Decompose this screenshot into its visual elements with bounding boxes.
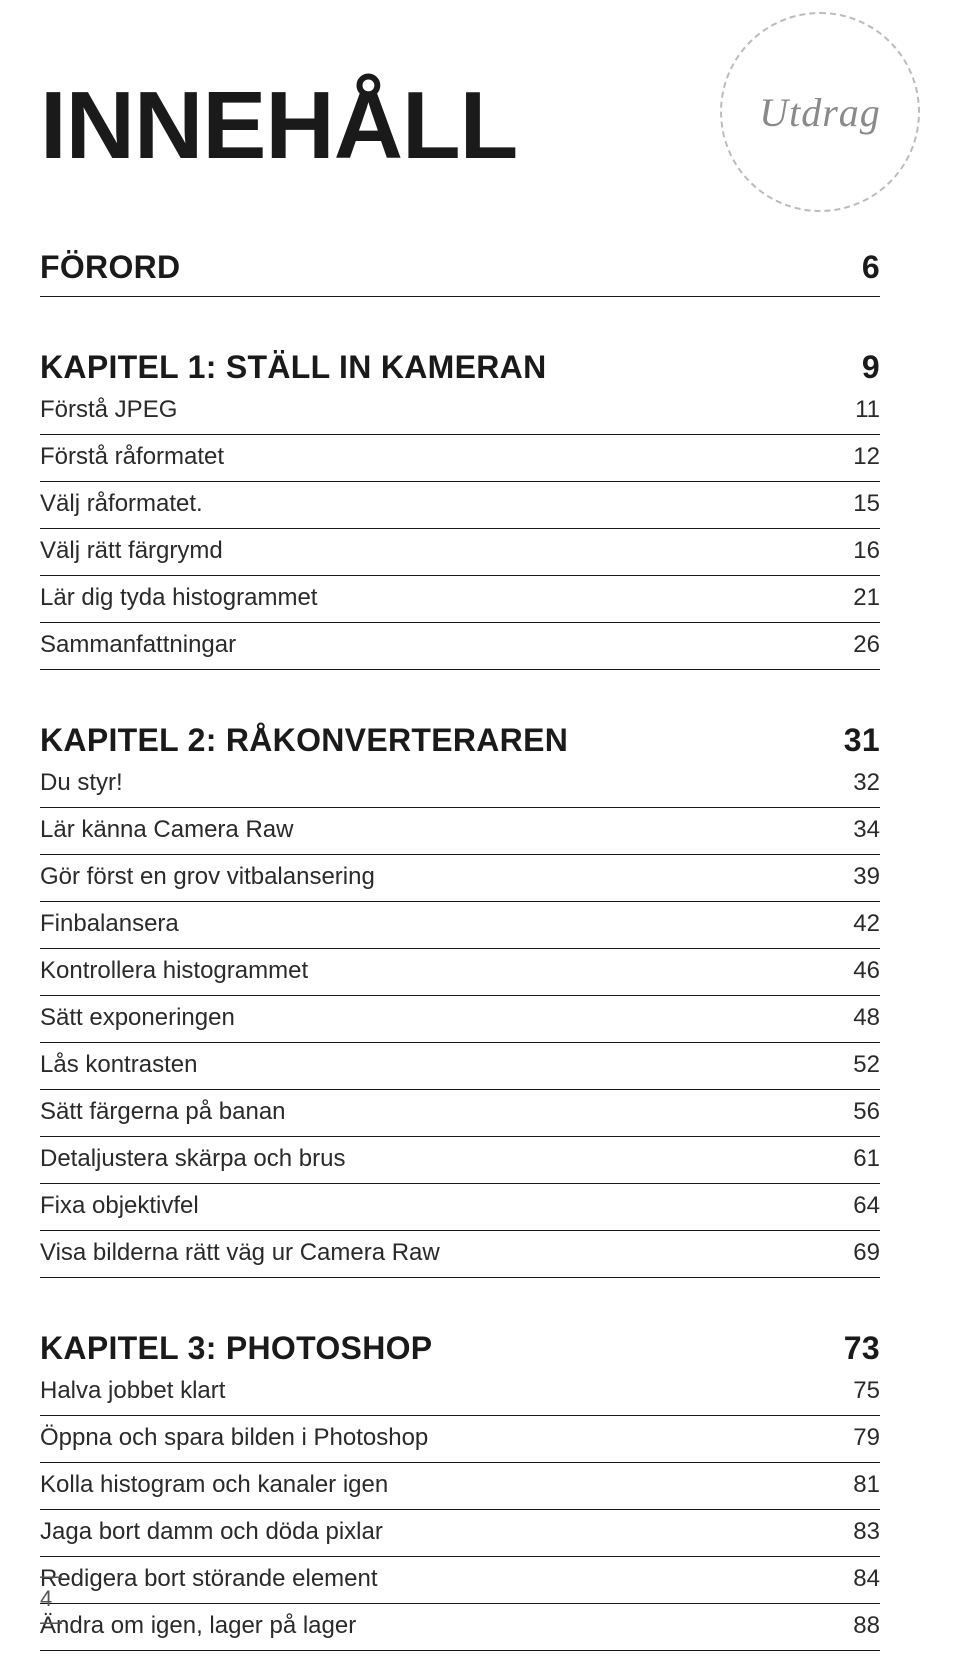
entry-label: Lär känna Camera Raw <box>40 816 293 844</box>
section-label: KAPITEL 1: STÄLL IN KAMERAN <box>40 349 547 386</box>
entry-page: 39 <box>853 863 880 891</box>
entry-label: Sätt färgerna på banan <box>40 1098 286 1126</box>
entry-page: 15 <box>853 490 880 518</box>
footer-dash: — <box>40 1610 61 1633</box>
toc-entry: Sätt färgerna på banan 56 <box>40 1090 880 1137</box>
section-label: FÖRORD <box>40 249 180 286</box>
toc-entry: Lär dig tyda histogrammet 21 <box>40 576 880 623</box>
toc-entry: Detaljustera skärpa och brus 61 <box>40 1137 880 1184</box>
toc-entry: Sammanfattningar 26 <box>40 623 880 670</box>
entry-page: 26 <box>853 631 880 659</box>
toc-entry: Välj råformatet. 15 <box>40 482 880 529</box>
entry-label: Välj rätt färgrymd <box>40 537 223 565</box>
entry-page: 34 <box>853 816 880 844</box>
toc-entry: Förstå JPEG 11 <box>40 388 880 435</box>
stamp-text: Utdrag <box>759 89 881 136</box>
entry-page: 69 <box>853 1239 880 1267</box>
entry-page: 81 <box>853 1471 880 1499</box>
section-page: 73 <box>844 1330 880 1367</box>
entry-page: 79 <box>853 1424 880 1452</box>
section-label: KAPITEL 3: PHOTOSHOP <box>40 1330 432 1367</box>
spacer <box>40 670 880 714</box>
entry-page: 12 <box>853 443 880 471</box>
entry-label: Redigera bort störande element <box>40 1565 378 1593</box>
entry-label: Visa bilderna rätt väg ur Camera Raw <box>40 1239 440 1267</box>
entry-label: Förstå JPEG <box>40 396 177 424</box>
section-kapitel-1: KAPITEL 1: STÄLL IN KAMERAN 9 <box>40 341 880 388</box>
entry-page: 11 <box>855 396 880 424</box>
toc-entry: Redigera bort störande element 84 <box>40 1557 880 1604</box>
entry-label: Finbalansera <box>40 910 179 938</box>
toc-entry: Halva jobbet klart 75 <box>40 1369 880 1416</box>
entry-page: 75 <box>853 1377 880 1405</box>
entry-page: 16 <box>853 537 880 565</box>
toc-entry: Lär känna Camera Raw 34 <box>40 808 880 855</box>
section-label: KAPITEL 2: RÅKONVERTERAREN <box>40 722 568 759</box>
entry-page: 64 <box>853 1192 880 1220</box>
entry-label: Jaga bort damm och döda pixlar <box>40 1518 383 1546</box>
toc-entry: Gör först en grov vitbalansering 39 <box>40 855 880 902</box>
entry-label: Du styr! <box>40 769 123 797</box>
entry-label: Gör först en grov vitbalansering <box>40 863 375 891</box>
entry-label: Sätt exponeringen <box>40 1004 235 1032</box>
toc-entry: Finbalansera 42 <box>40 902 880 949</box>
entry-label: Förstå råformatet <box>40 443 224 471</box>
entry-page: 88 <box>853 1612 880 1640</box>
page: Utdrag INNEHÅLL FÖRORD 6 KAPITEL 1: STÄL… <box>0 0 960 1663</box>
entry-label: Detaljustera skärpa och brus <box>40 1145 345 1173</box>
section-page: 9 <box>862 349 880 386</box>
toc-entry: Välj rätt färgrymd 16 <box>40 529 880 576</box>
entry-page: 48 <box>853 1004 880 1032</box>
toc-entry: Lås kontrasten 52 <box>40 1043 880 1090</box>
footer-page-number: 4 <box>40 1586 52 1611</box>
entry-page: 32 <box>853 769 880 797</box>
entry-label: Ändra om igen, lager på lager <box>40 1612 356 1640</box>
section-kapitel-3: KAPITEL 3: PHOTOSHOP 73 <box>40 1322 880 1369</box>
section-forord: FÖRORD 6 <box>40 241 880 297</box>
spacer <box>40 1278 880 1322</box>
section-page: 31 <box>844 722 880 759</box>
entry-page: 46 <box>853 957 880 985</box>
entry-label: Fixa objektivfel <box>40 1192 199 1220</box>
spacer <box>40 297 880 341</box>
footer-dash: — <box>40 1564 61 1587</box>
entry-label: Kolla histogram och kanaler igen <box>40 1471 388 1499</box>
section-kapitel-2: KAPITEL 2: RÅKONVERTERAREN 31 <box>40 714 880 761</box>
toc-entry: Ändra om igen, lager på lager 88 <box>40 1604 880 1651</box>
entry-page: 84 <box>853 1565 880 1593</box>
toc-entry: Förstå råformatet 12 <box>40 435 880 482</box>
toc-entry: Kontrollera histogrammet 46 <box>40 949 880 996</box>
entry-page: 61 <box>853 1145 880 1173</box>
entry-page: 56 <box>853 1098 880 1126</box>
page-number-footer: — 4 — <box>40 1564 61 1633</box>
entry-page: 42 <box>853 910 880 938</box>
toc-entry: Sätt exponeringen 48 <box>40 996 880 1043</box>
entry-label: Kontrollera histogrammet <box>40 957 308 985</box>
entry-page: 83 <box>853 1518 880 1546</box>
entry-page: 21 <box>853 584 880 612</box>
toc-entry: Öppna och spara bilden i Photoshop 79 <box>40 1416 880 1463</box>
entry-label: Öppna och spara bilden i Photoshop <box>40 1424 428 1452</box>
toc-entry: Jaga bort damm och döda pixlar 83 <box>40 1510 880 1557</box>
entry-label: Välj råformatet. <box>40 490 203 518</box>
toc-entry: Du styr! 32 <box>40 761 880 808</box>
entry-page: 52 <box>853 1051 880 1079</box>
entry-label: Lås kontrasten <box>40 1051 197 1079</box>
entry-label: Lär dig tyda histogrammet <box>40 584 317 612</box>
toc-entry: Visa bilderna rätt väg ur Camera Raw 69 <box>40 1231 880 1278</box>
entry-label: Sammanfattningar <box>40 631 236 659</box>
utdrag-stamp: Utdrag <box>720 12 920 212</box>
entry-label: Halva jobbet klart <box>40 1377 225 1405</box>
section-page: 6 <box>862 249 880 286</box>
toc-entry: Fixa objektivfel 64 <box>40 1184 880 1231</box>
toc-entry: Kolla histogram och kanaler igen 81 <box>40 1463 880 1510</box>
